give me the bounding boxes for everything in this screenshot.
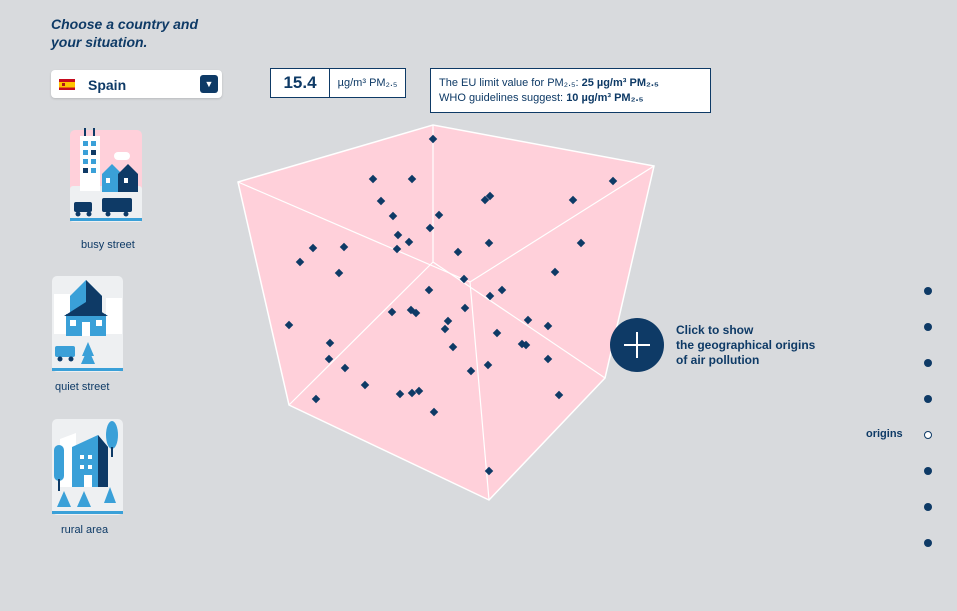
nav-dot[interactable]	[924, 395, 932, 403]
particle	[407, 174, 417, 184]
show-origins-button[interactable]	[610, 318, 664, 372]
particle	[554, 390, 564, 400]
particle	[404, 237, 414, 247]
country-select-value: Spain	[88, 77, 127, 93]
particle	[428, 134, 438, 144]
origins-text-line: Click to show	[676, 323, 754, 337]
particle	[414, 386, 424, 396]
eu-limit-label: The EU limit value for PM₂.₅:	[439, 77, 579, 89]
particle	[480, 195, 490, 205]
particle	[284, 320, 294, 330]
particle	[453, 247, 463, 257]
particle	[325, 338, 335, 348]
particle	[324, 354, 334, 364]
particle	[360, 380, 370, 390]
eu-limit: The EU limit value for PM₂.₅: 25 µg/m³ P…	[439, 76, 710, 91]
situation-quiet-street[interactable]: quiet street	[50, 274, 125, 398]
show-origins-text[interactable]: Click to show the geographical origins o…	[676, 323, 826, 368]
origins-text-line: the geographical origins	[676, 338, 816, 352]
situation-label: busy street	[81, 239, 135, 251]
particle	[388, 211, 398, 221]
cube-faces	[237, 124, 655, 501]
situation-label: rural area	[61, 524, 109, 536]
who-limit-value: 10 µg/m³ PM₂.₅	[566, 92, 644, 104]
particle	[387, 307, 397, 317]
particle	[466, 366, 476, 376]
nav-dot[interactable]	[924, 467, 932, 475]
spain-flag-icon	[59, 79, 75, 90]
rural-area-icon	[52, 419, 123, 515]
particle	[395, 389, 405, 399]
particle	[340, 363, 350, 373]
particle	[376, 196, 386, 206]
chevron-down-icon[interactable]: ▼	[200, 75, 218, 93]
pm-value: 15.4	[271, 69, 330, 97]
particle	[424, 285, 434, 295]
particle	[334, 268, 344, 278]
particle	[484, 466, 494, 476]
situation-label: quiet street	[55, 381, 110, 393]
particle	[492, 328, 502, 338]
particle	[339, 242, 349, 252]
particle	[448, 342, 458, 352]
heading-line-2: your situation.	[51, 34, 148, 50]
who-limit-label: WHO guidelines suggest:	[439, 92, 564, 104]
particle	[429, 407, 439, 417]
nav-dot[interactable]	[924, 359, 932, 367]
situation-rural-area[interactable]: rural area	[50, 417, 125, 541]
who-limit: WHO guidelines suggest: 10 µg/m³ PM₂.₅	[439, 91, 710, 106]
particle	[523, 315, 533, 325]
pm-value-display: 15.4 µg/m³ PM₂.₅	[270, 68, 406, 98]
particle	[311, 394, 321, 404]
particle	[485, 291, 495, 301]
nav-dot[interactable]	[924, 503, 932, 511]
particle	[543, 354, 553, 364]
limits-info: The EU limit value for PM₂.₅: 25 µg/m³ P…	[430, 68, 711, 113]
particle	[483, 360, 493, 370]
origins-text-line: of air pollution	[676, 353, 760, 367]
nav-dot[interactable]	[924, 287, 932, 295]
particle	[484, 238, 494, 248]
nav-current-label: origins	[866, 428, 903, 440]
particle	[440, 324, 450, 334]
particle	[550, 267, 560, 277]
particle	[295, 257, 305, 267]
situation-busy-street[interactable]: busy street	[66, 126, 146, 254]
page-heading: Choose a country and your situation.	[51, 15, 198, 51]
nav-dot[interactable]	[924, 539, 932, 547]
particle	[460, 303, 470, 313]
particle	[543, 321, 553, 331]
quiet-street-icon	[52, 276, 123, 372]
busy-street-icon	[70, 128, 142, 222]
particle	[485, 191, 495, 201]
country-select[interactable]: Spain ▼	[51, 70, 222, 98]
heading-line-1: Choose a country and	[51, 16, 199, 32]
particle	[393, 230, 403, 240]
nav-dot-current[interactable]	[924, 431, 932, 439]
particle	[443, 316, 453, 326]
particles	[284, 134, 618, 476]
pm-unit: µg/m³ PM₂.₅	[337, 77, 398, 89]
particle	[308, 243, 318, 253]
eu-limit-value: 25 µg/m³ PM₂.₅	[581, 77, 659, 89]
particle	[459, 274, 469, 284]
particle	[497, 285, 507, 295]
particle	[407, 388, 417, 398]
particle	[411, 308, 421, 318]
nav-dot[interactable]	[924, 323, 932, 331]
particle	[434, 210, 444, 220]
particle	[392, 244, 402, 254]
particle	[425, 223, 435, 233]
particle	[521, 340, 531, 350]
particle	[368, 174, 378, 184]
